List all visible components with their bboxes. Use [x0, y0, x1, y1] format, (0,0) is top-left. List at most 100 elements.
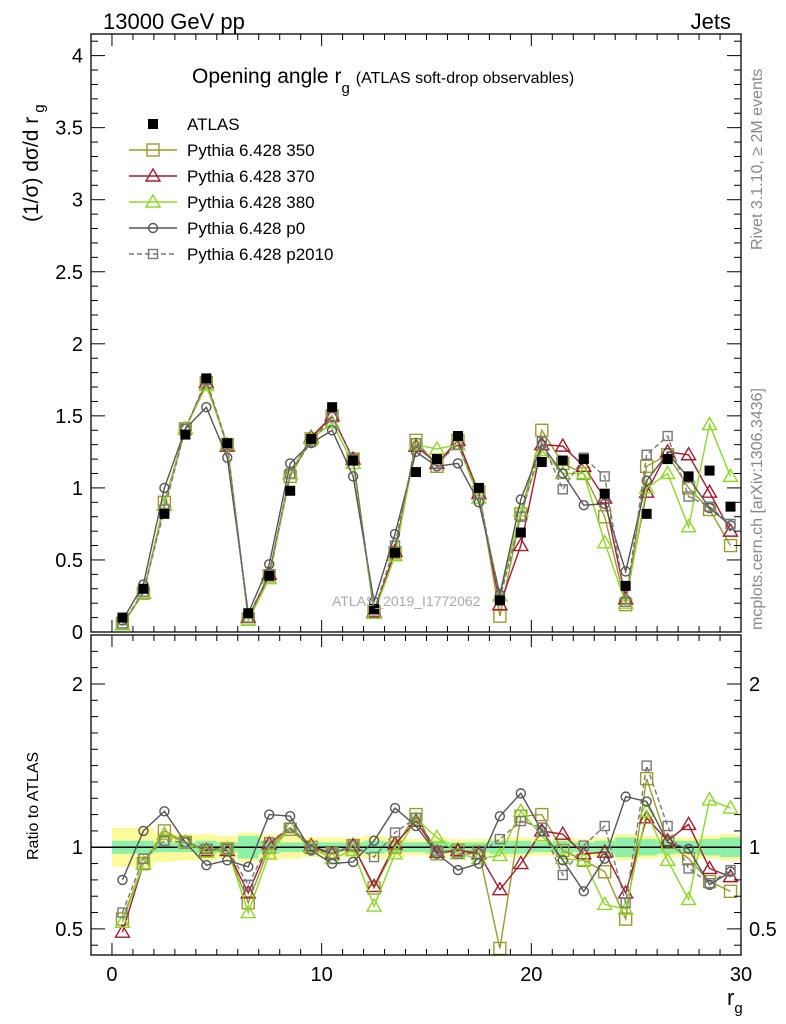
ratio-point-2	[638, 802, 655, 818]
ratio-point-4	[201, 843, 212, 855]
data-point	[348, 455, 359, 466]
y-tick-label: 4	[72, 46, 83, 68]
ratio-point-2	[428, 829, 446, 844]
y-tick-label: 0	[72, 622, 83, 644]
data-point	[662, 454, 673, 465]
ratio-point-2	[156, 825, 173, 840]
header-left: 13000 GeV pp	[103, 9, 245, 34]
ratio-point-0	[556, 843, 570, 858]
data-point	[452, 431, 463, 442]
y-tick-label: 2	[72, 334, 83, 356]
y-tick-label: 0.5	[55, 550, 83, 572]
series-point-1	[680, 446, 697, 461]
ratio-point-3	[662, 837, 673, 848]
series-point-4	[536, 436, 548, 447]
ratio-plot-series	[114, 760, 739, 955]
y-tick-label: 1.5	[55, 406, 83, 428]
ratio-point-0	[367, 881, 381, 895]
series-point-3	[222, 452, 233, 463]
ratio-point-1	[680, 815, 697, 831]
series-point-2	[659, 465, 676, 480]
ratio-y-tick-label-right: 2	[749, 674, 760, 696]
ratio-point-4	[536, 822, 548, 833]
ratio-point-0	[157, 824, 172, 838]
series-point-2	[596, 534, 613, 549]
ratio-point-2	[198, 843, 215, 858]
ratio-point-4	[159, 835, 170, 846]
data-point	[641, 508, 652, 519]
ratio-point-4	[599, 820, 610, 832]
series-point-3	[452, 458, 464, 469]
ratio-y-tick-label: 1	[72, 837, 83, 859]
data-point	[243, 608, 254, 619]
series-point-3	[515, 494, 527, 505]
ratio-point-3	[159, 806, 170, 817]
ratio-point-4	[515, 815, 527, 827]
data-point	[138, 583, 149, 594]
series-point-3	[578, 499, 589, 511]
series-point-1	[575, 457, 592, 472]
data-point	[306, 433, 317, 444]
ratio-point-1	[701, 860, 718, 875]
legend-label: Pythia 6.428 370	[187, 167, 315, 186]
ratio-point-3	[284, 811, 296, 822]
legend-label: Pythia 6.428 p0	[187, 219, 305, 238]
ratio-point-2	[659, 851, 676, 867]
legend-label: Pythia 6.428 350	[187, 141, 315, 160]
ratio-point-1	[722, 868, 739, 883]
ratio-point-4	[641, 760, 652, 771]
ratio-point-4	[117, 907, 128, 918]
ratio-point-3	[326, 858, 338, 869]
ratio-point-0	[618, 912, 633, 926]
data-point	[494, 595, 505, 606]
ratio-point-4	[410, 812, 422, 824]
series-line-4	[121, 377, 731, 624]
legend-label: ATLAS	[187, 115, 240, 134]
ratio-point-4	[620, 897, 631, 908]
bottom-ylabel: Ratio to ATLAS	[25, 752, 42, 860]
ratio-point-3	[264, 809, 275, 820]
data-point	[369, 603, 380, 614]
ratio-point-4	[578, 840, 589, 851]
ratio-point-3	[138, 825, 149, 837]
ratio-point-3	[368, 835, 380, 846]
series-point-4	[620, 596, 631, 607]
ratio-point-2	[240, 904, 257, 919]
series-point-4	[557, 484, 568, 495]
ratio-line-4	[121, 765, 731, 913]
ratio-y-tick-label-right: 1	[749, 837, 760, 859]
x-tick-label: 20	[520, 964, 542, 986]
data-point	[431, 454, 442, 465]
ratio-point-3	[683, 843, 694, 855]
ratio-point-2	[575, 851, 592, 867]
ratio-point-2	[114, 913, 131, 929]
ratio-point-3	[243, 861, 254, 873]
legend-marker	[144, 167, 162, 182]
ratio-point-3	[473, 858, 485, 869]
series-point-3	[347, 471, 359, 482]
ratio-point-0	[241, 896, 255, 910]
series-point-3	[264, 559, 275, 570]
series-point-0	[535, 423, 549, 437]
ratio-point-3	[557, 855, 568, 866]
series-point-0	[598, 510, 612, 524]
series-point-4	[515, 511, 527, 522]
ratio-point-0	[660, 835, 675, 850]
ratio-point-3	[347, 856, 359, 868]
series-point-1	[512, 537, 530, 552]
bottom-frame	[90, 634, 742, 956]
ratio-point-2	[407, 811, 425, 826]
x-tick-label: 30	[730, 964, 752, 986]
data-point	[599, 488, 610, 499]
ratio-point-2	[701, 791, 718, 806]
y-tick-label: 3	[72, 190, 83, 212]
data-point	[201, 373, 212, 384]
series-point-4	[662, 430, 673, 442]
ratio-point-4	[704, 877, 715, 889]
main-plot-series	[114, 373, 739, 631]
series-point-4	[326, 412, 338, 423]
ratio-point-4	[180, 837, 191, 848]
ratio-point-3	[117, 874, 128, 886]
legend-label: Pythia 6.428 380	[187, 193, 315, 212]
